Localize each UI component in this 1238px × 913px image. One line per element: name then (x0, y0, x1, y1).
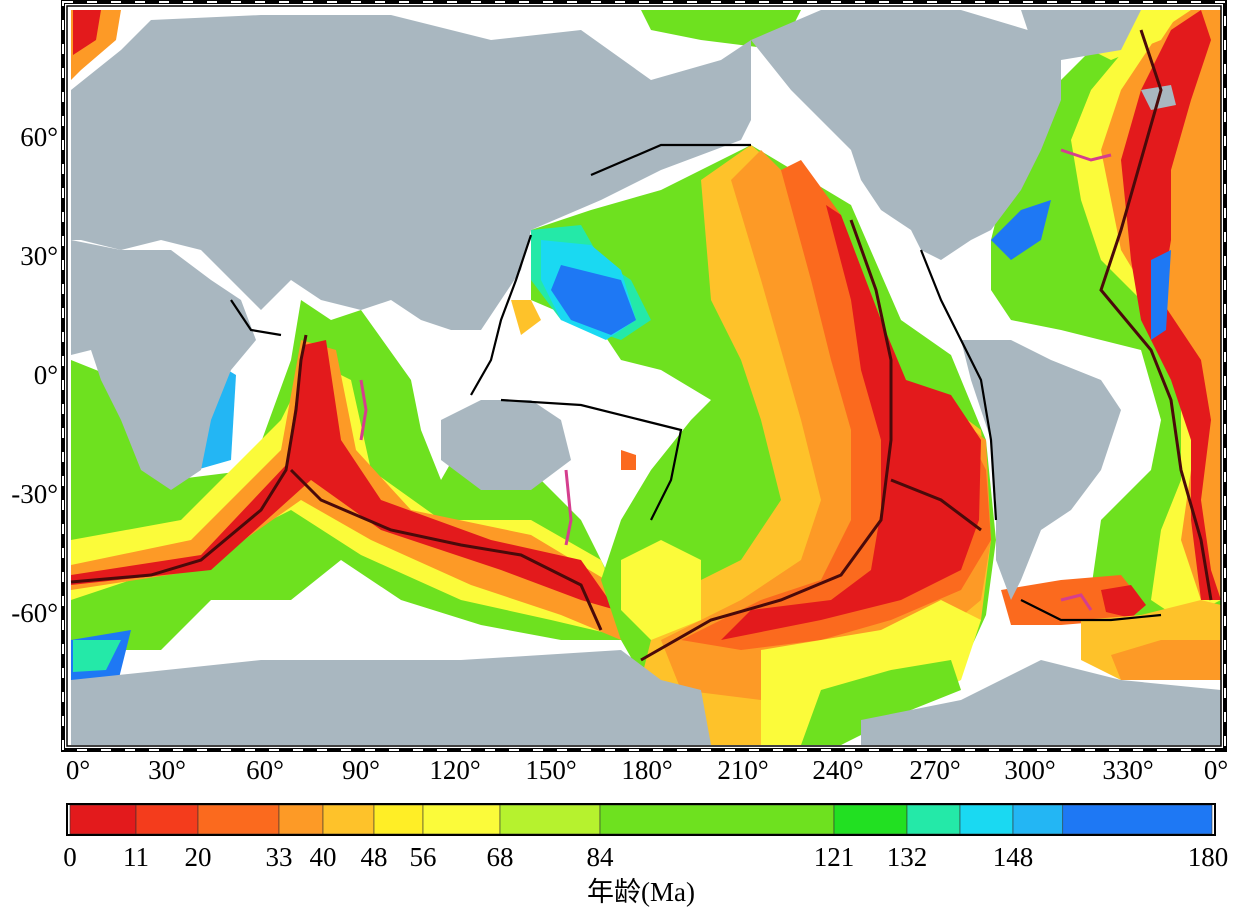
age-colorbar (66, 803, 1216, 836)
colorbar-tick-0: 0 (63, 842, 77, 872)
land (71, 10, 1221, 745)
mid-ocean-ridges (70, 29, 1213, 662)
colorbar-bin-20-33 (197, 804, 280, 835)
lon-label-180: 180° (621, 755, 673, 785)
lon-label-300: 300° (1004, 755, 1056, 785)
colorbar-bin-40-48 (322, 804, 375, 835)
colorbar-tick-11: 11 (123, 842, 149, 872)
lat-label-minus60: -60° (11, 598, 58, 628)
north-america (751, 10, 1061, 260)
colorbar-tick-48: 48 (360, 842, 388, 872)
colorbar-bin-68-84 (499, 804, 601, 835)
colorbar-tick-132: 132 (886, 842, 928, 872)
south-america (961, 340, 1121, 600)
colorbar-bin-140-148 (959, 804, 1014, 835)
atlantic-ocean-age (71, 10, 1221, 680)
colorbar-tick-68: 68 (486, 842, 514, 872)
red-sea-rift (230, 299, 282, 337)
southwest-indian-ridge (70, 334, 308, 584)
lon-label-30: 30° (148, 755, 186, 785)
plate-boundaries (230, 143, 1162, 622)
greenland (1021, 10, 1141, 60)
antarctica-west (71, 650, 711, 745)
lon-label-240: 240° (812, 755, 864, 785)
antarctica-east (861, 660, 1221, 745)
colorbar-bin-156-180 (1062, 804, 1213, 835)
andes-trench (919, 249, 998, 521)
colorbar-bin-132-140 (906, 804, 961, 835)
colorbar-bin-56-68 (422, 804, 501, 835)
map-inner-border (66, 5, 1222, 747)
tonga-kermadec-trench (500, 398, 683, 521)
mid-atlantic-ridge (1099, 29, 1213, 601)
eurasia (71, 15, 751, 330)
colorbar-tick-20: 20 (184, 842, 212, 872)
lon-label-360: 0° (1203, 755, 1229, 785)
colorbar-bin-33-40 (278, 804, 324, 835)
colorbar-tick-180: 180 (1187, 842, 1229, 872)
pacific-ocean-age (511, 145, 996, 745)
east-pacific-rise (640, 219, 893, 662)
western-pacific-trench (470, 234, 533, 396)
scotia-feature (1060, 593, 1093, 611)
lon-label-90: 90° (342, 755, 380, 785)
colorbar-border (66, 803, 1216, 836)
labrador-feature (1060, 148, 1112, 162)
colorbar-bin-148-156 (1012, 804, 1064, 835)
colorbar-bin-11-20 (135, 804, 199, 835)
southeast-indian-ridge (289, 468, 603, 631)
colorbar-tick-33: 33 (265, 842, 293, 872)
lat-label-minus30: -30° (11, 479, 58, 509)
fracture-zones (359, 148, 1112, 611)
lon-label-270: 270° (909, 755, 961, 785)
lat-label-0: 0° (33, 360, 58, 390)
colorbar-tick-121: 121 (813, 842, 855, 872)
colorbar-tick-40: 40 (309, 842, 337, 872)
colorbar-tick-84: 84 (586, 842, 614, 872)
indian-ocean-age (71, 300, 636, 690)
map-border-ticks (62, 1, 1226, 751)
lon-label-120: 120° (429, 755, 481, 785)
lon-label-330: 330° (1102, 755, 1154, 785)
tasman-feature (564, 469, 573, 546)
lon-label-0: 0° (65, 755, 91, 785)
lon-label-210: 210° (717, 755, 769, 785)
colorbar-title: 年龄(Ma) (587, 877, 695, 907)
colorbar-tick-148: 148 (992, 842, 1034, 872)
lat-label-60: 60° (20, 122, 58, 152)
chile-ridge (890, 478, 982, 532)
australia (441, 400, 571, 490)
ocean-age-map (61, 0, 1227, 752)
lon-label-150: 150° (525, 755, 577, 785)
colorbar-bin-121-132 (833, 804, 908, 835)
colorbar-bin-84-121 (599, 804, 835, 835)
africa (71, 240, 256, 490)
lon-label-60: 60° (246, 755, 284, 785)
lat-label-30: 30° (20, 241, 58, 271)
colorbar-bin-48-56 (373, 804, 424, 835)
map-canvas (61, 0, 1227, 752)
colorbar-bin-0-11 (69, 804, 137, 835)
colorbar-tick-56: 56 (409, 842, 437, 872)
scotia-arc (1020, 599, 1162, 622)
ninety-east-ridge (359, 379, 368, 441)
aleutian-trench (590, 143, 751, 177)
